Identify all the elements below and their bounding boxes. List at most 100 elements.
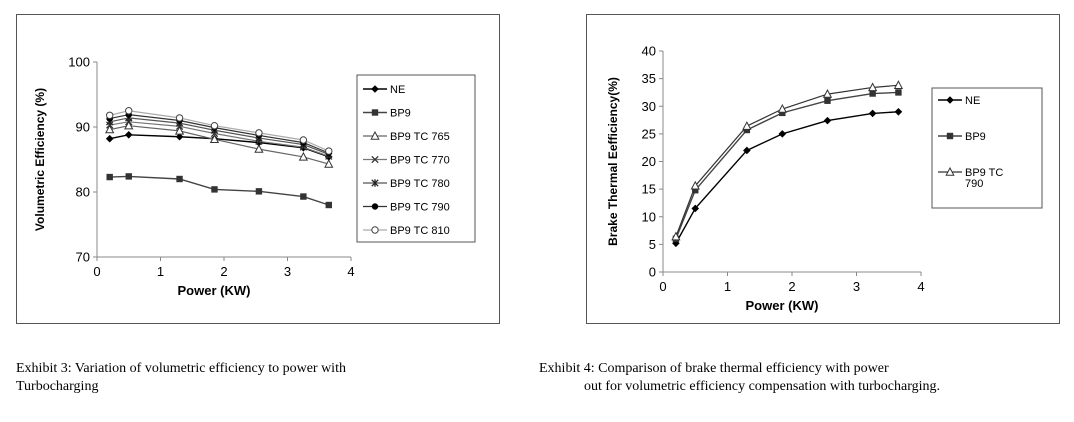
vol-legend-item-bp9: BP9 bbox=[363, 108, 411, 120]
vol-series-line-bp9 bbox=[109, 175, 329, 206]
chart-right-svg: 0 5 10 15 20 25 30 35 40 0 1 2 3 4 Power (KW) Brake The… bbox=[606, 44, 1043, 313]
bte-legend-marker bbox=[945, 166, 955, 176]
vol-point-bp9-tc-765 bbox=[105, 124, 115, 134]
vol-series-bp9-tc-765 bbox=[105, 120, 334, 168]
bte-legend-label: BP9 TC bbox=[965, 167, 1003, 179]
vol-x-tick-label: 4 bbox=[347, 264, 354, 279]
bte-point-bp9-tc-790 bbox=[690, 180, 700, 190]
bte-point-bp9-tc-790 bbox=[867, 82, 878, 92]
vol-legend-label: BP9 bbox=[390, 108, 411, 120]
bte-series-line-bp9-tc-790 bbox=[675, 84, 899, 237]
vol-legend-marker bbox=[371, 203, 379, 210]
bte-point-bp9 bbox=[743, 126, 751, 134]
bte-y-tick-label: 10 bbox=[642, 209, 656, 224]
bte-point-bp9 bbox=[895, 89, 902, 96]
vol-point-bp9 bbox=[106, 173, 113, 181]
bte-point-bp9-tc-790 bbox=[742, 121, 752, 130]
vol-point-bp9-tc-765 bbox=[324, 158, 334, 168]
vol-point-ne bbox=[255, 138, 263, 147]
vol-legend-label: NE bbox=[390, 84, 405, 96]
bte-point-bp9-tc-790 bbox=[893, 80, 904, 89]
bte-point-bp9-tc-790 bbox=[671, 231, 681, 241]
vol-legend-item-bp9-tc-770: BP9 TC 770 bbox=[363, 155, 450, 167]
bte-legend-box bbox=[931, 87, 1043, 209]
bte-y-tick-label: 30 bbox=[642, 99, 656, 114]
vol-point-bp9-tc-810 bbox=[255, 129, 263, 137]
vol-point-bp9 bbox=[211, 186, 218, 193]
vol-legend-label: BP9 TC 810 bbox=[390, 225, 450, 237]
bte-series-line-ne bbox=[675, 111, 899, 244]
bte-point-bp9-tc-790 bbox=[777, 103, 787, 113]
bte-x-tick-label: 4 bbox=[917, 279, 924, 294]
brake-thermal-efficiency-chart: 0 5 10 15 20 25 30 35 40 0 1 2 3 4 Power (KW) Brake The… bbox=[586, 14, 1060, 324]
vol-point-bp9-tc-810 bbox=[175, 114, 184, 122]
vol-point-bp9-tc-810 bbox=[325, 147, 333, 155]
bte-point-ne bbox=[894, 107, 903, 116]
vol-series-bp9-tc-780 bbox=[106, 114, 333, 158]
vol-legend-marker bbox=[371, 85, 379, 93]
vol-point-bp9 bbox=[255, 188, 263, 195]
bte-point-ne bbox=[823, 116, 832, 125]
vol-point-bp9-tc-765 bbox=[254, 144, 264, 153]
vol-point-bp9-tc-810 bbox=[210, 122, 219, 130]
vol-series-bp9 bbox=[106, 173, 332, 209]
bte-series-bp9 bbox=[672, 89, 902, 243]
vol-point-bp9-tc-765 bbox=[209, 134, 220, 144]
vol-point-bp9-tc-765 bbox=[124, 120, 134, 130]
bte-x-tick-label: 2 bbox=[788, 279, 795, 294]
exhibit-3-caption-line-1: Exhibit 3: Variation of volumetric effic… bbox=[16, 361, 346, 376]
exhibit-3-caption-line-2: Turbocharging bbox=[16, 379, 99, 394]
bte-point-ne bbox=[672, 239, 680, 248]
vol-legend-marker bbox=[371, 179, 379, 187]
bte-point-bp9 bbox=[869, 90, 876, 97]
exhibit-4-caption-line-2: out for volumetric efficiency compensati… bbox=[584, 379, 940, 394]
vol-legend-item-bp9-tc-790: BP9 TC 790 bbox=[363, 202, 450, 214]
vol-point-bp9-tc-765 bbox=[298, 151, 309, 161]
vol-point-ne bbox=[175, 132, 184, 141]
vol-x-tick-label: 2 bbox=[220, 264, 227, 279]
bte-legend-label: NE bbox=[965, 95, 980, 107]
vol-x-axis-title: Power (KW) bbox=[178, 283, 251, 298]
exhibit-4-caption-line-1: Exhibit 4: Comparison of brake thermal e… bbox=[539, 361, 889, 376]
vol-x-tick-label: 3 bbox=[284, 264, 291, 279]
vol-legend-marker bbox=[371, 155, 379, 164]
vol-legend-item-ne: NE bbox=[363, 84, 405, 96]
bte-y-axis-title: Brake Thermal Eefficiency(%) bbox=[606, 77, 620, 246]
vol-point-bp9-tc-810 bbox=[299, 136, 308, 144]
vol-legend-item-bp9-tc-780: BP9 TC 780 bbox=[363, 178, 450, 190]
vol-y-axis-title: Volumetric Efficiency (%) bbox=[33, 88, 47, 231]
bte-y-tick-label: 15 bbox=[642, 182, 656, 197]
vol-point-bp9 bbox=[176, 175, 183, 183]
bte-x-axis-title: Power (KW) bbox=[746, 298, 819, 313]
bte-point-ne bbox=[778, 130, 787, 138]
vol-point-bp9 bbox=[300, 193, 307, 200]
bte-legend-marker bbox=[946, 132, 954, 140]
bte-y-tick-label: 5 bbox=[649, 237, 656, 252]
vol-point-ne bbox=[124, 131, 133, 139]
vol-point-ne bbox=[105, 134, 114, 143]
vol-y-tick-label: 100 bbox=[68, 55, 90, 70]
bte-point-bp9 bbox=[824, 97, 831, 104]
bte-y-tick-label: 40 bbox=[642, 44, 656, 59]
bte-point-bp9-tc-790 bbox=[822, 89, 833, 98]
bte-point-ne bbox=[743, 146, 751, 155]
bte-y-tick-label: 25 bbox=[642, 126, 656, 141]
bte-x-tick-label: 0 bbox=[659, 279, 666, 294]
vol-legend-marker bbox=[370, 130, 380, 140]
vol-legend-item-bp9-tc-765: BP9 TC 765 bbox=[363, 130, 450, 143]
bte-legend-label: BP9 bbox=[965, 131, 986, 143]
vol-point-bp9 bbox=[325, 201, 332, 209]
vol-legend-label: BP9 TC 765 bbox=[390, 131, 450, 143]
vol-legend-label: BP9 TC 780 bbox=[390, 178, 450, 190]
vol-legend-marker bbox=[371, 109, 379, 116]
vol-y-tick-label: 80 bbox=[76, 185, 90, 200]
vol-x-tick-label: 0 bbox=[93, 264, 100, 279]
bte-x-tick-label: 1 bbox=[724, 279, 731, 294]
bte-legend-item-bp9: BP9 bbox=[938, 131, 986, 143]
vol-y-tick-label: 70 bbox=[76, 250, 90, 265]
vol-point-bp9-tc-810 bbox=[106, 111, 114, 120]
chart-left-svg: 70 80 90 100 0 1 2 3 4 Power (KW) Volumetric Effic… bbox=[33, 55, 476, 298]
vol-y-tick-label: 90 bbox=[76, 120, 90, 135]
bte-y-tick-label: 0 bbox=[649, 265, 656, 280]
